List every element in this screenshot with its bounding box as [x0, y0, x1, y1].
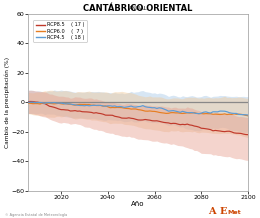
Text: © Agencia Estatal de Meteorología: © Agencia Estatal de Meteorología	[5, 213, 67, 217]
Text: A: A	[208, 207, 216, 216]
Text: ANUAL: ANUAL	[129, 6, 147, 11]
Title: CANTÁBRICO ORIENTAL: CANTÁBRICO ORIENTAL	[83, 4, 193, 13]
Text: E: E	[220, 207, 227, 216]
Legend: RCP8.5    ( 17 ), RCP6.0    (  7 ), RCP4.5    ( 18 ): RCP8.5 ( 17 ), RCP6.0 ( 7 ), RCP4.5 ( 18…	[33, 20, 87, 43]
Text: Met: Met	[228, 210, 241, 215]
X-axis label: Año: Año	[132, 201, 145, 207]
Y-axis label: Cambio de la precipitación (%): Cambio de la precipitación (%)	[4, 57, 10, 148]
